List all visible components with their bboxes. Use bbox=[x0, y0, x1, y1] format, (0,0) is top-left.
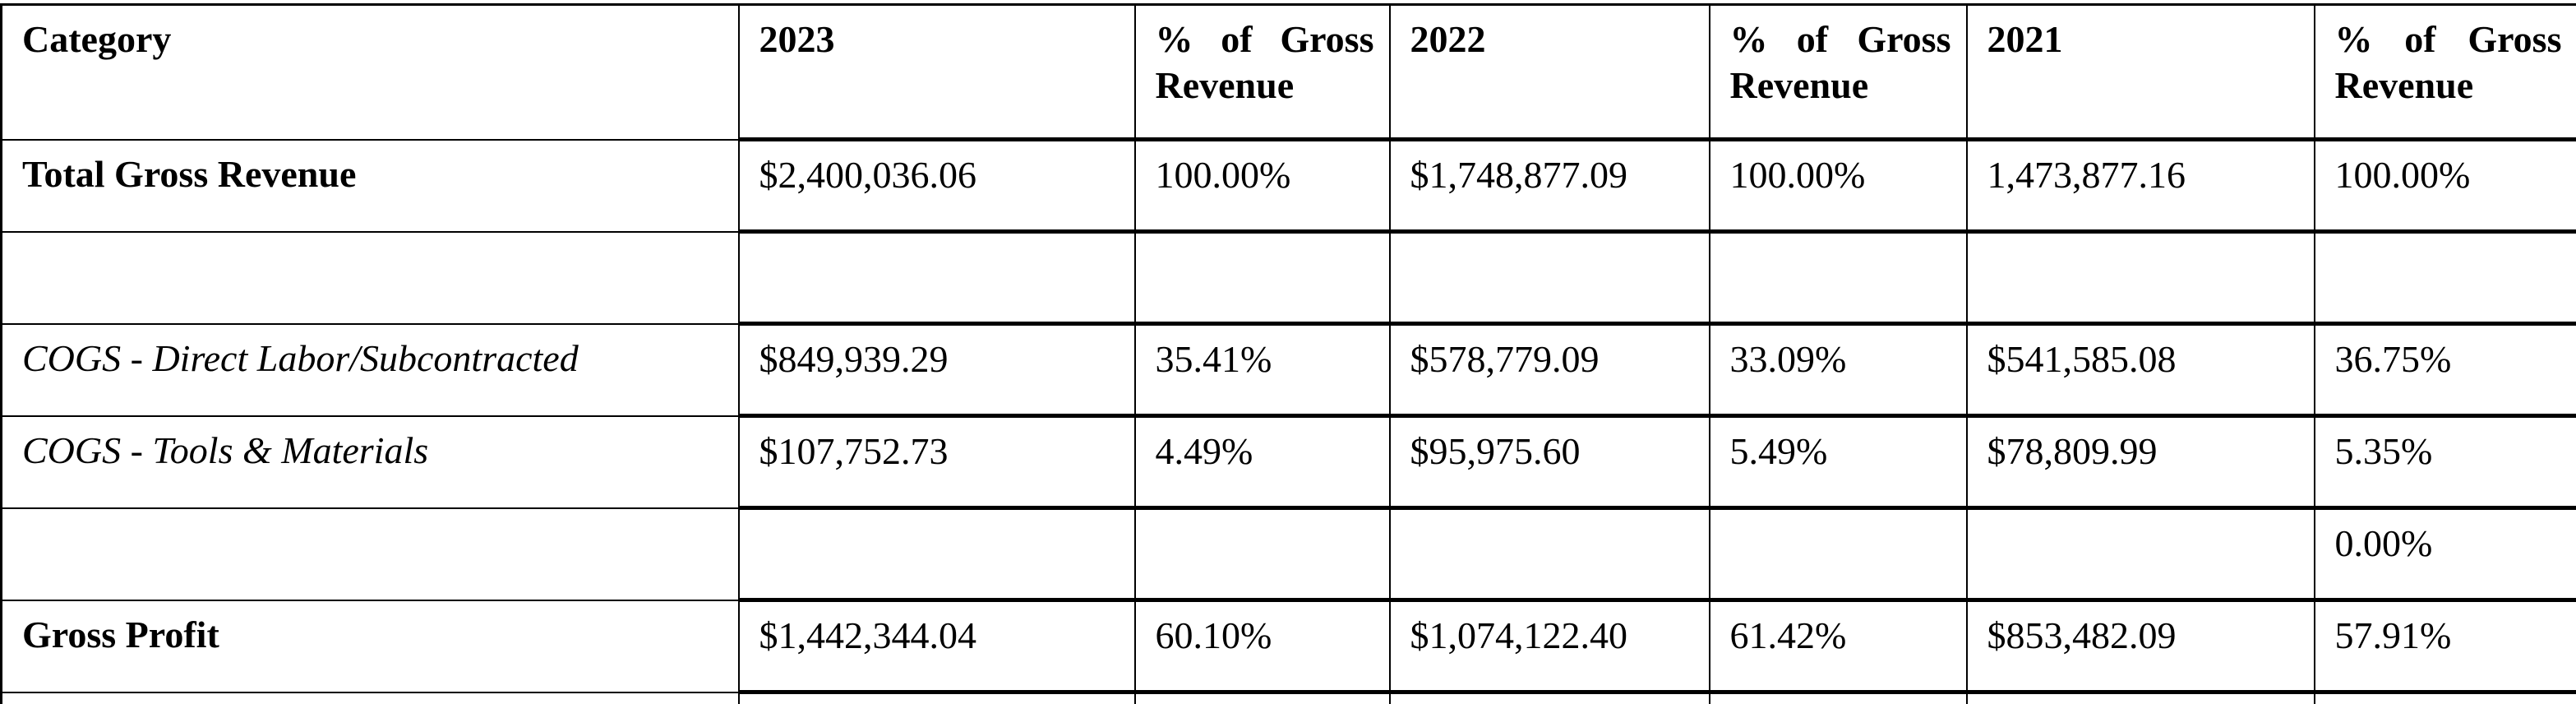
column-header: % of Gross Revenue bbox=[1133, 3, 1391, 141]
table-row: Total Gross Revenue $2,400,036.06 100.00% $… bbox=[0, 138, 2576, 234]
row-label: COGS - Tools & Materials bbox=[0, 415, 740, 509]
table-cell bbox=[737, 230, 1136, 326]
table-cell: $1,442,344.04 bbox=[737, 599, 1136, 694]
row-label bbox=[0, 230, 740, 325]
column-header: 2021 bbox=[1965, 3, 2315, 141]
table-cell bbox=[737, 691, 1136, 704]
table-cell: 33.09% bbox=[1708, 322, 1968, 418]
table-cell: 100.00% bbox=[1133, 138, 1391, 234]
table-cell bbox=[1133, 507, 1391, 602]
header-row: Category 2023% of Gross Revenue 2022% of G… bbox=[0, 3, 2576, 141]
row-label: COGS - Direct Labor/Subcontracted bbox=[0, 322, 740, 417]
table-cell: 5.35% bbox=[2313, 415, 2576, 510]
table-cell bbox=[1388, 507, 1710, 602]
table-cell: 60.10% bbox=[1133, 599, 1391, 694]
table-cell bbox=[1708, 691, 1968, 704]
column-header: Category bbox=[0, 3, 740, 141]
table-cell bbox=[1965, 691, 2315, 704]
table-row: 0.00% bbox=[0, 507, 2576, 602]
table-cell: $578,779.09 bbox=[1388, 322, 1710, 418]
table-cell: $107,752.73 bbox=[737, 415, 1136, 510]
table-cell: $95,975.60 bbox=[1388, 415, 1710, 510]
table-cell bbox=[1388, 230, 1710, 326]
table-cell: 1,473,877.16 bbox=[1965, 138, 2315, 234]
table-cell: 61.42% bbox=[1708, 599, 1968, 694]
table-cell: $541,585.08 bbox=[1965, 322, 2315, 418]
table-cell: 100.00% bbox=[2313, 138, 2576, 234]
table-cell bbox=[2313, 691, 2576, 704]
row-label bbox=[0, 507, 740, 601]
table-row: COGS - Direct Labor/Subcontracted $849,93… bbox=[0, 322, 2576, 418]
profit-and-loss-table: Category 2023% of Gross Revenue 2022% of G… bbox=[0, 3, 2576, 704]
table-cell bbox=[2313, 230, 2576, 326]
row-label bbox=[0, 691, 740, 704]
table-cell bbox=[1708, 507, 1968, 602]
table-cell: $853,482.09 bbox=[1965, 599, 2315, 694]
row-label: Total Gross Revenue bbox=[0, 138, 740, 233]
table-row bbox=[0, 230, 2576, 326]
column-header: % of Gross Revenue bbox=[1708, 3, 1968, 141]
table-cell bbox=[1133, 230, 1391, 326]
table-cell: $2,400,036.06 bbox=[737, 138, 1136, 234]
table-cell bbox=[737, 507, 1136, 602]
row-label: Gross Profit bbox=[0, 599, 740, 693]
table-cell bbox=[1133, 691, 1391, 704]
table-cell: $1,748,877.09 bbox=[1388, 138, 1710, 234]
table-cell bbox=[1965, 230, 2315, 326]
column-header: 2023 bbox=[737, 3, 1136, 141]
table-cell: $849,939.29 bbox=[737, 322, 1136, 418]
table-cell: 36.75% bbox=[2313, 322, 2576, 418]
table-cell: 5.49% bbox=[1708, 415, 1968, 510]
table-cell bbox=[1965, 507, 2315, 602]
table-cell: $78,809.99 bbox=[1965, 415, 2315, 510]
table-cell: 4.49% bbox=[1133, 415, 1391, 510]
table-cell bbox=[1708, 230, 1968, 326]
table-row bbox=[0, 691, 2576, 704]
column-header: 2022 bbox=[1388, 3, 1710, 141]
table-cell: 0.00% bbox=[2313, 507, 2576, 602]
table-row: Gross Profit $1,442,344.04 60.10% $1,074,12… bbox=[0, 599, 2576, 694]
table-cell: $1,074,122.40 bbox=[1388, 599, 1710, 694]
table-cell: 100.00% bbox=[1708, 138, 1968, 234]
table-row: COGS - Tools & Materials $107,752.73 4.49%… bbox=[0, 415, 2576, 510]
table-cell: 35.41% bbox=[1133, 322, 1391, 418]
table-cell bbox=[1388, 691, 1710, 704]
table-cell: 57.91% bbox=[2313, 599, 2576, 694]
column-header: % of Gross Revenue bbox=[2313, 3, 2576, 141]
